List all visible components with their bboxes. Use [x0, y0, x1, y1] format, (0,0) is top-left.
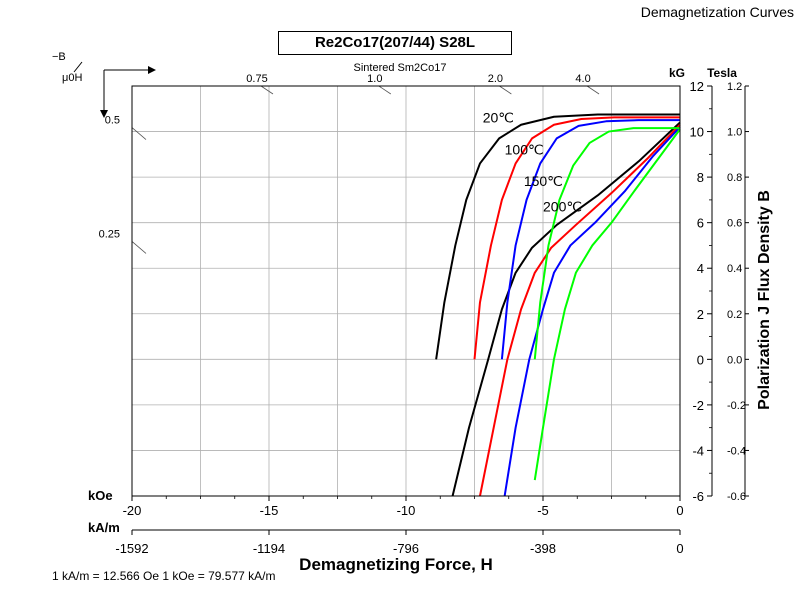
y-tick-label-tesla: 0.2 [727, 309, 742, 321]
y-tick-label-tesla: -0.2 [727, 400, 746, 412]
corner-divider [73, 61, 83, 73]
y-tick-label-kg: -6 [692, 489, 704, 504]
arrow-right-icon [148, 66, 156, 74]
curve-series: 20℃ 100℃ 150℃ 200℃ [435, 109, 681, 497]
y-tick-label-kg: 4 [697, 261, 704, 276]
page-corner-title: Demagnetization Curves [640, 4, 794, 20]
curve-j-2 [500, 119, 680, 360]
chart-title: Re2Co17(207/44) S28L [278, 31, 512, 55]
permeance-tick-top [499, 85, 512, 95]
corner-label-top: −B [52, 51, 66, 63]
y-tick-label-tesla: 1.2 [727, 81, 742, 93]
y-tick-label-tesla: 0.0 [727, 354, 742, 366]
y-axis-title: Polarization J Flux Density B [756, 190, 773, 410]
y-tick-label-tesla: -0.4 [727, 445, 746, 457]
curve-j-3 [533, 127, 680, 360]
y-tick-label-tesla: 0.8 [727, 172, 742, 184]
series-label-3: 200℃ [543, 198, 582, 214]
y-unit-kg: kG [669, 66, 685, 80]
permeance-tick-top [586, 85, 600, 95]
permeance-label-top: 1.0 [367, 73, 382, 85]
x-tick-label-koe: -10 [397, 503, 416, 518]
y-tick-label-kg: 10 [690, 125, 704, 140]
series-label-0: 20℃ [483, 109, 514, 125]
curve-b-0 [451, 121, 681, 497]
y-tick-label-kg: -2 [692, 398, 704, 413]
curve-b-2 [503, 126, 681, 497]
permeance-tick-left [131, 241, 147, 254]
x-tick-label-koe: 0 [676, 503, 683, 518]
curve-j-0 [435, 113, 680, 360]
curve-b-1 [478, 124, 681, 497]
x-tick-label-kam: 0 [676, 541, 683, 556]
permeance-label-top: 2.0 [488, 73, 503, 85]
x-unit-kam: kA/m [88, 520, 120, 535]
corner-label-bottom: μ0H [62, 72, 82, 84]
series-label-1: 100℃ [505, 141, 544, 157]
y-tick-label-kg: 0 [697, 352, 704, 367]
arrow-down-icon [100, 110, 108, 118]
curve-b-3 [533, 128, 681, 481]
x-tick-label-kam: -1194 [253, 541, 285, 556]
x-tick-label-koe: -15 [260, 503, 279, 518]
y-tick-label-kg: 2 [697, 307, 704, 322]
curve-j-1 [473, 116, 680, 360]
permeance-label-left: 0.25 [99, 228, 120, 240]
y-tick-label-tesla: 0.6 [727, 218, 742, 230]
permeance-scale: 0.75 1.0 2.0 4.0 0.5 0.25 [99, 73, 600, 254]
y-tick-label-tesla: -0.6 [727, 491, 746, 503]
permeance-label-top: 4.0 [575, 73, 590, 85]
y-tick-label-kg: 8 [697, 170, 704, 185]
x-tick-label-koe: -5 [537, 503, 549, 518]
y-tick-label-kg: -4 [692, 443, 704, 458]
x-tick-label-koe: -20 [123, 503, 142, 518]
y-tick-label-tesla: 0.4 [727, 263, 742, 275]
y-tick-label-tesla: 1.0 [727, 127, 742, 139]
y-tick-label-kg: 12 [690, 79, 704, 94]
series-label-2: 150℃ [524, 173, 563, 189]
permeance-label-left: 0.5 [105, 115, 120, 127]
x-tick-label-kam: -796 [393, 541, 419, 556]
unit-conversion-note: 1 kA/m = 12.566 Oe 1 kOe = 79.577 kA/m [52, 569, 276, 583]
permeance-tick-top [378, 85, 392, 95]
x-unit-koe: kOe [88, 488, 113, 503]
y-unit-tesla: Tesla [707, 66, 737, 80]
x-tick-label-kam: -1592 [115, 541, 148, 556]
x-axis-title: Demagnetizing Force, H [299, 555, 493, 574]
permeance-tick-left [131, 127, 147, 140]
grid-lines [131, 85, 681, 497]
x-tick-label-kam: -398 [530, 541, 556, 556]
permeance-tick-top [260, 85, 274, 95]
chart-subtitle: Sintered Sm2Co17 [354, 62, 447, 74]
y-tick-label-kg: 6 [697, 216, 704, 231]
permeance-label-top: 0.75 [246, 73, 267, 85]
